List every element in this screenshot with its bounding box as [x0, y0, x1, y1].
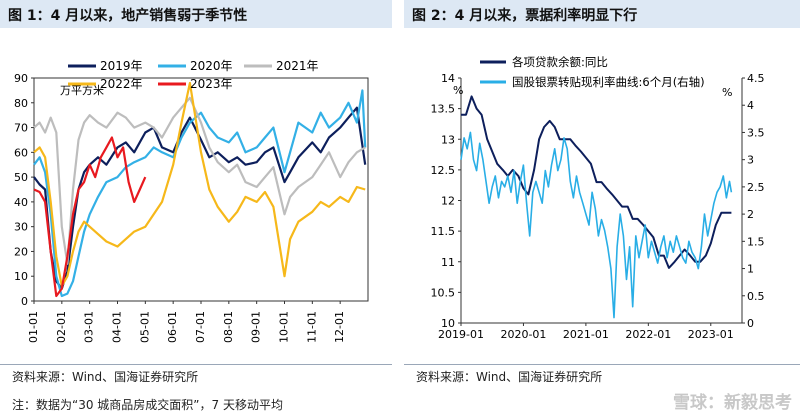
chart1-x-tick-label: 08-01 — [222, 311, 235, 343]
chart1-legend-label: 2021年 — [276, 59, 319, 73]
watermark: 雪球：新毅思考 — [673, 393, 792, 413]
chart2-legend-label: 国股银票转贴现利率曲线:6个月(右轴) — [512, 75, 705, 89]
chart1-legend-label: 2020年 — [190, 59, 233, 73]
chart1-y-tick-label: 80 — [14, 97, 28, 110]
chart1-y-tick-label: 0 — [21, 295, 28, 308]
chart2-y-left-tick-label: 13.5 — [431, 103, 456, 116]
chart1-source-rule — [0, 364, 392, 365]
chart2-y-right-tick-label: 0 — [747, 317, 754, 330]
chart2-plot: 1010.51111.51212.51313.51400.511.522.533… — [431, 55, 765, 341]
chart1-y-unit: 万平方米 — [60, 83, 104, 97]
chart2-y-right-tick-label: 2 — [747, 208, 754, 221]
chart1-y-tick-label: 10 — [14, 270, 28, 283]
chart1-y-tick-label: 60 — [14, 146, 28, 159]
chart2-y-left-tick-label: 14 — [441, 72, 455, 85]
chart1-y-tick-label: 20 — [14, 245, 28, 258]
chart1-title: 图 1：4 月以来，地产销售弱于季节性 — [8, 8, 248, 24]
chart2-x-tick-label: 2021-01 — [563, 328, 609, 341]
chart2-y-right-tick-label: 0.5 — [747, 290, 765, 303]
chart1-x-tick-label: 06-01 — [166, 311, 179, 343]
chart2-y-left-tick-label: 11.5 — [431, 225, 456, 238]
chart2-y-right-tick-label: 2.5 — [747, 181, 765, 194]
chart1-header: 图 1：4 月以来，地产销售弱于季节性 — [0, 0, 392, 28]
chart1-x-tick-label: 02-01 — [55, 311, 68, 343]
chart2-y-right-tick-label: 1.5 — [747, 235, 765, 248]
chart2-y-left-unit: % — [453, 84, 463, 97]
chart1-y-tick-label: 30 — [14, 221, 28, 234]
chart2-series-line — [461, 95, 732, 269]
chart2-y-left-tick-label: 10 — [441, 317, 455, 330]
chart1-series-line — [33, 136, 147, 298]
chart2-y-right-tick-label: 1 — [747, 263, 754, 276]
chart2-x-tick-label: 2019-01 — [438, 328, 484, 341]
chart2-source-rule — [404, 364, 800, 365]
chart2-x-tick-label: 2022-01 — [625, 328, 671, 341]
chart2-y-right-unit: % — [722, 86, 732, 99]
chart2-y-right-tick-label: 4 — [747, 99, 754, 112]
chart2-y-right-tick-label: 3.5 — [747, 126, 765, 139]
chart1-frame — [33, 77, 369, 302]
chart2-y-right-tick-label: 4.5 — [747, 72, 765, 85]
chart1-x-tick-label: 09-01 — [250, 311, 263, 343]
chart1-source: 资料来源：Wind、国海证券研究所 — [12, 370, 199, 384]
chart2-y-left-tick-label: 12 — [441, 195, 455, 208]
chart1-series-line — [33, 81, 366, 288]
chart1-legend-label: 2019年 — [100, 59, 143, 73]
chart1-series-line — [33, 106, 367, 290]
chart1-plot: 0 10 20 30 40 50 60 70 80 90 01-01 02-01 03-01 04-01 0… — [14, 59, 369, 343]
chart1-y-tick-label: 50 — [14, 171, 28, 184]
chart1-y-tick-label: 90 — [14, 72, 28, 85]
chart1-x-tick-label: 03-01 — [83, 311, 96, 343]
chart2-title: 图 2：4 月以来，票据利率明显下行 — [412, 8, 638, 24]
chart1-x-tick-label: 04-01 — [111, 311, 124, 343]
chart2-legend-label: 各项贷款余额:同比 — [512, 55, 608, 69]
chart2-source: 资料来源：Wind、国海证券研究所 — [416, 370, 603, 384]
chart1-x-tick-label: 12-01 — [333, 311, 346, 343]
chart1-legend-label: 2023年 — [190, 77, 233, 91]
chart2-y-left-tick-label: 13 — [441, 133, 455, 146]
chart1-x-tick-label: 01-01 — [27, 311, 40, 343]
chart2-y-left-tick-label: 12.5 — [431, 164, 456, 177]
chart2-header: 图 2：4 月以来，票据利率明显下行 — [404, 0, 800, 28]
chart2-y-right-tick-label: 3 — [747, 154, 754, 167]
chart1-x-tick-label: 07-01 — [194, 311, 207, 343]
chart1-x-tick-label: 11-01 — [305, 311, 318, 343]
chart1-x-tick-label: 10-01 — [278, 311, 291, 343]
chart1-y-tick-label: 70 — [14, 122, 28, 135]
chart1-legend-label: 2022年 — [100, 77, 143, 91]
chart1-note: 注：数据为“30 城商品房成交面积”，7 天移动平均 — [12, 398, 283, 412]
chart1-y-tick-label: 40 — [14, 196, 28, 209]
chart1-x-tick-label: 05-01 — [138, 311, 151, 343]
chart1-series-line — [33, 89, 367, 298]
chart2-y-left-tick-label: 11 — [441, 256, 455, 269]
chart2-x-tick-label: 2020-01 — [500, 328, 546, 341]
chart2-x-tick-label: 2023-01 — [688, 328, 734, 341]
chart2-y-left-tick-label: 10.5 — [431, 286, 456, 299]
chart2-series-line — [460, 131, 733, 319]
chart1-series-line — [33, 96, 366, 265]
